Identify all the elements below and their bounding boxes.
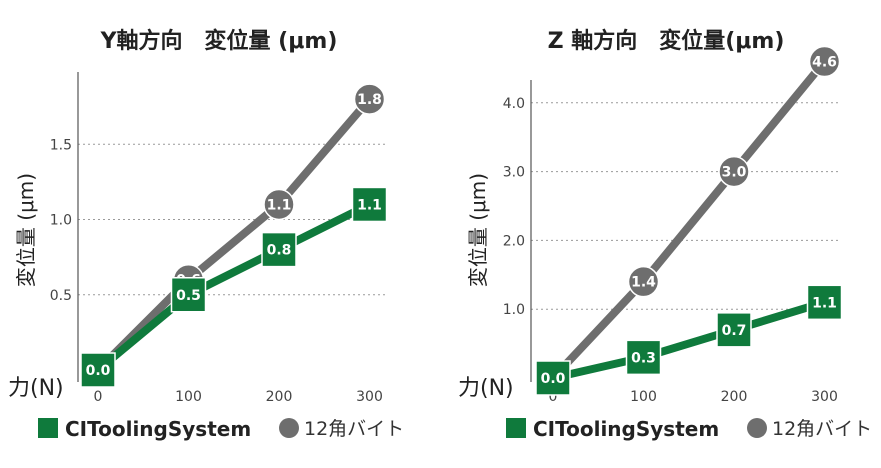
chart-z-plot: 1.0 2.0 3.0 4.0 0 100 200 300 1.4 3.0 4.6 0.0 0.3 0.7… xyxy=(503,45,843,405)
chart-z-title: Z 軸方向 変位量(μm) xyxy=(548,28,785,54)
data-point-circle xyxy=(627,265,660,298)
data-point-circle xyxy=(808,45,841,78)
data-point-square xyxy=(170,277,207,313)
y-tick-label: 1.5 xyxy=(50,137,72,153)
data-label: 0.0 xyxy=(86,363,111,379)
legend-gray-label: 12角バイト xyxy=(304,418,404,440)
data-point-square xyxy=(716,312,752,348)
series-line xyxy=(94,95,374,374)
data-point-circle xyxy=(718,155,750,188)
legend-green-label: CIToolingSystem xyxy=(533,417,719,441)
data-label: 1.1 xyxy=(357,197,382,213)
y-tick-label: 0.5 xyxy=(50,288,72,304)
legend-right: CIToolingSystem 12角バイト xyxy=(506,417,872,441)
chart-y-ylabel: 変位量 (μm) xyxy=(14,173,38,287)
x-tick-label: 300 xyxy=(811,389,838,405)
data-label: 3.0 xyxy=(722,165,747,181)
y-tick-label: 1.0 xyxy=(503,302,525,318)
legend-green-label: CIToolingSystem xyxy=(65,417,251,441)
x-tick-label: 100 xyxy=(630,389,657,405)
x-tick-label: 200 xyxy=(721,389,748,405)
x-tick-label: 200 xyxy=(266,389,293,405)
x-tick-label: 0 xyxy=(549,389,558,405)
y-tick-label: 1.0 xyxy=(50,213,72,229)
x-tick-label: 0 xyxy=(94,389,103,405)
series-line xyxy=(94,200,374,374)
data-label: 0.5 xyxy=(176,288,201,304)
data-point-square xyxy=(261,231,297,268)
data-label: 1.1 xyxy=(812,295,837,311)
data-label: 0.8 xyxy=(267,243,292,259)
legend-gray-circle-icon xyxy=(279,418,299,438)
y-tick-label: 4.0 xyxy=(503,96,525,112)
y-tick-label: 3.0 xyxy=(503,165,525,181)
legend-green-square-icon xyxy=(38,418,58,438)
data-label: 1.1 xyxy=(267,197,292,213)
data-point-circle xyxy=(353,83,386,115)
series-line xyxy=(549,298,829,382)
chart-y-xlabel: 力(N) xyxy=(8,376,64,401)
data-label: 1.4 xyxy=(631,275,656,291)
data-label: 1.8 xyxy=(357,92,382,108)
legend-gray-circle-icon xyxy=(747,418,767,438)
data-label: 4.6 xyxy=(812,55,837,71)
data-label: 0.7 xyxy=(722,323,747,339)
legend-gray-label: 12角バイト xyxy=(772,418,872,440)
chart-z-xlabel: 力(N) xyxy=(458,376,514,401)
data-label: 0.0 xyxy=(541,371,566,387)
series-line xyxy=(549,57,829,382)
data-point-square xyxy=(80,352,116,388)
data-point-square xyxy=(625,339,662,376)
data-point-square xyxy=(535,360,571,396)
legend-left: CIToolingSystem 12角バイト xyxy=(38,417,404,441)
legend-green-square-icon xyxy=(506,418,526,438)
data-point-square xyxy=(351,186,388,223)
x-tick-label: 300 xyxy=(356,389,383,405)
data-point-circle xyxy=(263,188,295,221)
chart-y-title: Y軸方向 変位量 (μm) xyxy=(100,28,338,54)
chart-y-plot: 0.51.01.501002003000.61.11.80.00.50.81.1 xyxy=(50,72,388,405)
data-point-square xyxy=(806,284,843,321)
x-tick-label: 100 xyxy=(175,389,202,405)
data-label: 0.3 xyxy=(631,350,656,366)
y-tick-label: 2.0 xyxy=(503,233,525,249)
chart-z-ylabel: 変位量 (μm) xyxy=(466,173,490,287)
